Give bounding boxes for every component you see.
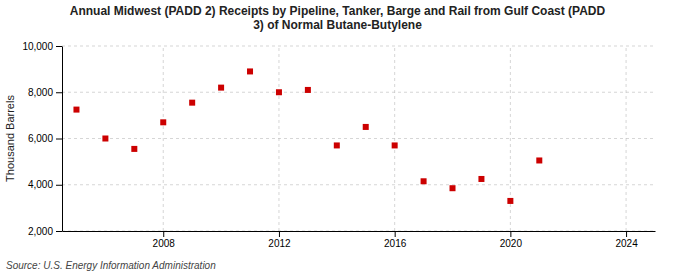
x-tick-label: 2020 bbox=[500, 238, 523, 249]
y-tick-mark bbox=[56, 46, 62, 47]
x-tick: 2024 bbox=[615, 231, 638, 249]
title-line: 3) of Normal Butane-Butylene bbox=[253, 18, 422, 32]
x-tick-label: 2008 bbox=[153, 238, 176, 249]
point bbox=[363, 124, 369, 130]
grid-line-y bbox=[62, 184, 655, 185]
y-tick-label: 4,000 bbox=[28, 179, 53, 190]
point bbox=[276, 89, 282, 95]
grid-line-y bbox=[62, 138, 655, 139]
y-tick-mark bbox=[56, 92, 62, 93]
y-tick: 2,000 bbox=[28, 226, 62, 237]
y-tick: 4,000 bbox=[28, 179, 62, 190]
y-tick: 8,000 bbox=[28, 87, 62, 98]
y-tick-mark bbox=[56, 231, 62, 232]
y-tick: 10,000 bbox=[22, 41, 62, 52]
x-tick-label: 2012 bbox=[268, 238, 291, 249]
y-tick-mark bbox=[56, 185, 62, 186]
x-axis-line bbox=[63, 231, 656, 232]
x-tick-label: 2016 bbox=[384, 238, 407, 249]
point bbox=[102, 136, 108, 142]
point bbox=[334, 142, 340, 148]
y-axis-title: Thousand Barrels bbox=[4, 95, 16, 182]
x-tick-mark bbox=[395, 231, 396, 237]
point bbox=[421, 178, 427, 184]
grid-line-x bbox=[163, 46, 164, 231]
point bbox=[536, 157, 542, 163]
grid-line-y bbox=[62, 92, 655, 93]
x-tick: 2008 bbox=[153, 231, 176, 249]
source-note: Source: U.S. Energy Information Administ… bbox=[6, 260, 216, 271]
point bbox=[189, 100, 195, 106]
point bbox=[305, 87, 311, 93]
points bbox=[73, 68, 542, 204]
point bbox=[73, 107, 79, 113]
y-tick-mark bbox=[56, 139, 62, 140]
y-axis-line bbox=[62, 47, 63, 232]
title: Annual Midwest (PADD 2) Receipts by Pipe… bbox=[70, 4, 606, 32]
x-tick-mark bbox=[510, 231, 511, 237]
point bbox=[478, 176, 484, 182]
x-tick-mark bbox=[626, 231, 627, 237]
point bbox=[131, 146, 137, 152]
point bbox=[507, 198, 513, 204]
x-tick: 2016 bbox=[384, 231, 407, 249]
y-tick: 6,000 bbox=[28, 133, 62, 144]
point bbox=[247, 68, 253, 74]
point bbox=[450, 185, 456, 191]
x-axis: 2008 2012 2016 2020 2024 bbox=[63, 231, 656, 249]
x-tick: 2012 bbox=[268, 231, 291, 249]
point bbox=[218, 85, 224, 91]
point bbox=[160, 119, 166, 125]
grid-line-y bbox=[62, 46, 655, 47]
x-tick-mark bbox=[279, 231, 280, 237]
grid-line-y bbox=[62, 231, 655, 232]
y-tick-label: 8,000 bbox=[28, 87, 53, 98]
title-line: Annual Midwest (PADD 2) Receipts by Pipe… bbox=[70, 4, 606, 18]
y-tick-label: 10,000 bbox=[22, 41, 53, 52]
y-tick-label: 2,000 bbox=[28, 226, 53, 237]
y-tick-label: 6,000 bbox=[28, 133, 53, 144]
x-tick: 2020 bbox=[500, 231, 523, 249]
y-axis: 2,000 4,000 6,000 8,000 10,000 bbox=[22, 41, 62, 237]
chart: Annual Midwest (PADD 2) Receipts by Pipe… bbox=[0, 0, 675, 275]
grid bbox=[62, 46, 655, 231]
x-tick-mark bbox=[163, 231, 164, 237]
point bbox=[392, 142, 398, 148]
x-tick-label: 2024 bbox=[615, 238, 638, 249]
